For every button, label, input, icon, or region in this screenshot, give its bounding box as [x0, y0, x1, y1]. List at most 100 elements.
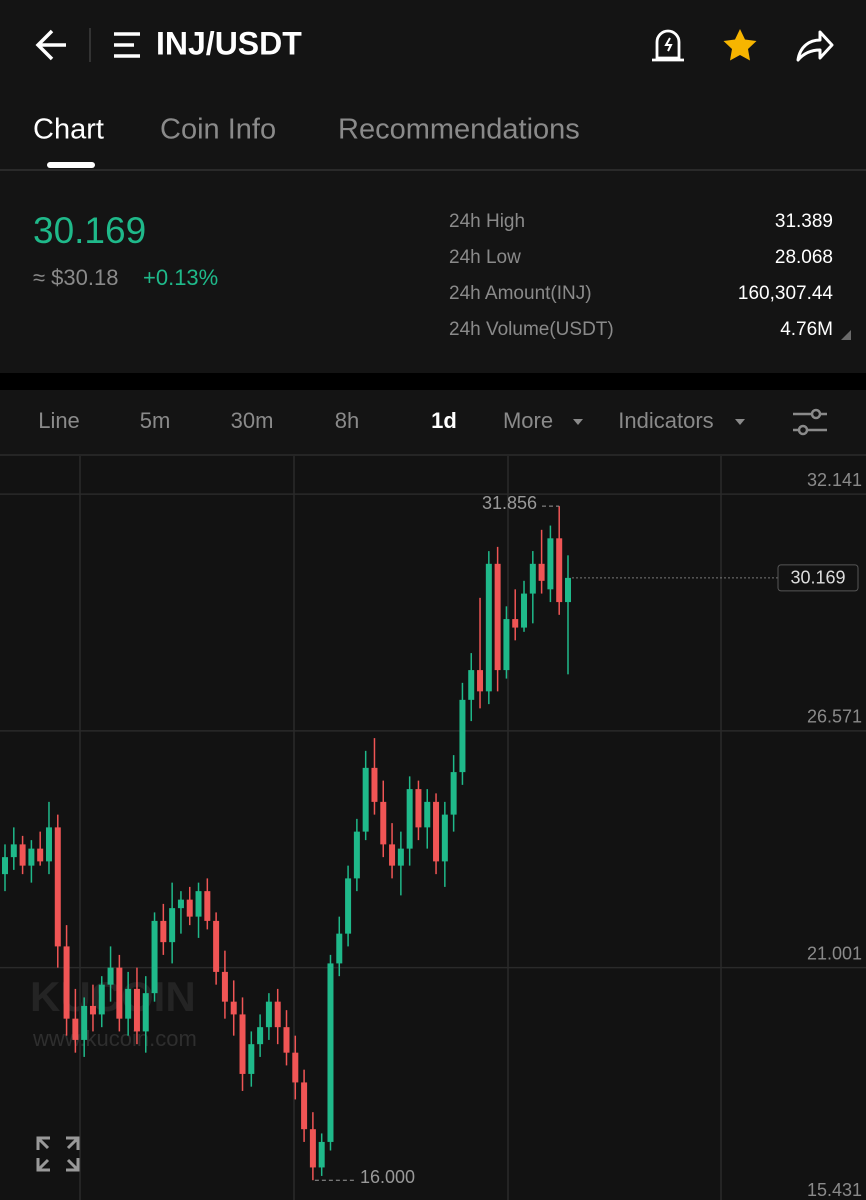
candle-body [512, 619, 519, 628]
max-label: 31.856 [482, 493, 537, 513]
tab[interactable]: Chart [33, 114, 104, 146]
candle-body [230, 1001, 237, 1015]
candle-body [221, 971, 228, 1002]
candle-body [292, 1052, 299, 1083]
stat-value: 31.389 [775, 211, 833, 232]
price-change: +0.13% [143, 265, 218, 290]
candle-body [389, 844, 396, 866]
candle-body [63, 946, 70, 1019]
pair-title: INJ/USDT [156, 25, 302, 61]
candle-body [468, 670, 475, 700]
candle-body [283, 1027, 290, 1053]
menu-icon[interactable] [114, 32, 140, 58]
candle-body [415, 789, 422, 828]
candle-body [538, 563, 545, 581]
candle-body [441, 814, 448, 862]
alert-icon[interactable] [652, 29, 684, 62]
candle-body [336, 933, 343, 964]
dropdown-caret [573, 419, 583, 425]
candle-body [521, 593, 528, 628]
candle-body [529, 563, 536, 594]
candle-body [133, 988, 140, 1032]
tab[interactable]: Recommendations [338, 114, 580, 146]
candle-body [72, 1018, 79, 1040]
candle-body [565, 577, 571, 603]
candle-body [477, 670, 484, 692]
watermark-url: www.kucoin.com [32, 1026, 197, 1051]
candle-body [485, 563, 492, 692]
interval-bar [0, 390, 866, 455]
interval[interactable]: Indicators [618, 408, 713, 433]
interval[interactable]: 5m [140, 408, 171, 433]
candle-body [257, 1027, 264, 1045]
candle-body [98, 984, 105, 1015]
candle-body [151, 920, 158, 994]
candle-body [204, 891, 211, 921]
tab[interactable]: Coin Info [160, 114, 276, 146]
candle-body [301, 1082, 308, 1130]
candle-body [318, 1141, 325, 1168]
y-tick-label: 26.571 [807, 707, 862, 727]
stat-label: 24h Low [449, 247, 521, 268]
fullscreen-icon[interactable] [36, 1136, 80, 1172]
candle-body [2, 857, 8, 875]
usd-price: ≈ $30.18 [33, 265, 118, 290]
candle-body [10, 844, 17, 858]
last-price-label: 30.169 [790, 568, 845, 588]
candle-body [459, 699, 466, 773]
stat-value: 28.068 [775, 247, 833, 268]
candle-body [547, 538, 554, 590]
stat-label: 24h High [449, 211, 525, 232]
interval[interactable]: 30m [231, 408, 274, 433]
candle-body [274, 1001, 281, 1028]
candle-body [213, 920, 220, 972]
candle-body [424, 801, 431, 828]
min-label: 16.000 [360, 1167, 415, 1187]
stat-label: 24h Volume(USDT) [449, 319, 614, 340]
interval[interactable]: Line [38, 408, 80, 433]
candle-body [362, 767, 369, 832]
candle-body [142, 993, 149, 1032]
band [0, 373, 866, 390]
share-icon[interactable] [796, 30, 834, 62]
y-tick-label: 21.001 [807, 943, 862, 963]
settings-icon[interactable] [793, 408, 827, 436]
candle-body [353, 831, 360, 879]
candle-body [265, 1001, 272, 1028]
corner-triangle [841, 330, 851, 340]
vertical-grid [79, 456, 722, 1200]
favorite-star[interactable] [723, 29, 757, 61]
candle-body [397, 848, 404, 866]
candle-body [28, 848, 35, 866]
stat-label: 24h Amount(INJ) [449, 283, 592, 304]
interval[interactable]: More [503, 408, 553, 433]
candle-body [309, 1129, 316, 1168]
candle-body [248, 1044, 255, 1074]
top-panel [0, 0, 866, 373]
candle-body [380, 801, 387, 845]
candle-body [19, 844, 26, 866]
candle-body [406, 789, 413, 849]
candle-body [169, 908, 176, 943]
candle-body [494, 563, 501, 671]
interval[interactable]: 8h [335, 408, 359, 433]
candle-body [45, 827, 52, 862]
candle-body [54, 827, 61, 947]
candle-body [116, 967, 123, 1019]
interval[interactable]: 1d [431, 408, 457, 433]
y-tick-label: 32.141 [807, 470, 862, 490]
last-price: 30.169 [33, 210, 146, 251]
candle-body [371, 767, 378, 802]
candle-body [195, 891, 202, 917]
y-tick-label: 15.431 [807, 1180, 862, 1200]
candle-body [89, 1005, 96, 1015]
back-button[interactable] [35, 29, 66, 61]
candle-body [125, 988, 132, 1019]
candle-body [177, 899, 184, 909]
candle-body [81, 1005, 88, 1040]
last-price-box [777, 564, 859, 592]
candle-body [503, 619, 510, 671]
stat-value: 160,307.44 [738, 283, 834, 304]
candle-body [37, 848, 44, 862]
